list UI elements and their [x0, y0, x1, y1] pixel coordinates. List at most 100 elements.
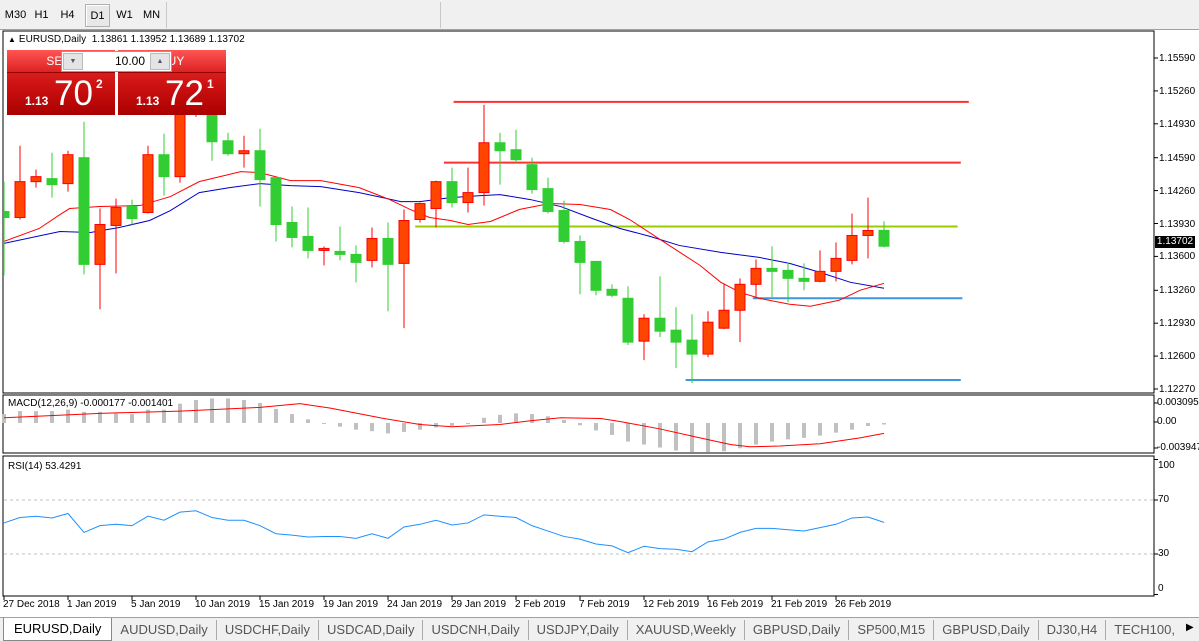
macd-label: MACD(12,26,9) -0.000177 -0.001401 [8, 398, 174, 409]
time-axis-label: 12 Feb 2019 [643, 599, 700, 610]
candle-body [670, 329, 682, 343]
tab-usdjpy-daily[interactable]: USDJPY,Daily [529, 619, 628, 640]
lot-size-value[interactable]: 10.00 [114, 54, 145, 68]
time-axis-label: 19 Jan 2019 [323, 599, 379, 610]
rsi-tick-label: 30 [1158, 548, 1170, 559]
candle-bearish [526, 157, 538, 194]
candle-body [606, 288, 618, 296]
macd-histogram-bar [802, 423, 806, 438]
tab-audusd-daily[interactable]: AUDUSD,Daily [112, 619, 217, 640]
timeframe-d1[interactable]: D1 [85, 4, 110, 27]
macd-histogram-bar [642, 423, 646, 445]
macd-histogram-bar [786, 423, 790, 440]
candle-body [846, 234, 858, 261]
candle-bullish [718, 283, 730, 330]
tab-dj30-h4[interactable]: DJ30,H4 [1039, 619, 1107, 640]
macd-histogram-bar [594, 423, 598, 431]
macd-histogram-bar [530, 414, 534, 423]
tab-eurusd-daily[interactable]: EURUSD,Daily [3, 618, 113, 641]
macd-signal-line [3, 403, 885, 448]
candle-bullish [110, 198, 122, 274]
candle-bullish [638, 314, 650, 361]
chart-title: ▲ EURUSD,Daily 1.13861 1.13952 1.13689 1.… [8, 34, 245, 45]
candle-bearish [798, 263, 810, 291]
macd-histogram-bar [658, 423, 662, 448]
lot-decrease-icon[interactable]: ▼ [63, 53, 83, 70]
candle-bullish [430, 180, 442, 228]
candle-body [110, 207, 122, 226]
macd-histogram-bar [818, 423, 822, 436]
candle-bearish [446, 167, 458, 208]
candle-body [654, 317, 666, 332]
tab-gbpusd-daily[interactable]: GBPUSD,Daily [934, 619, 1039, 640]
candle-body [558, 210, 570, 242]
timeframe-m30[interactable]: M30 [4, 9, 27, 21]
timeframe-toolbar: M30 H1 H4 D1 W1 MN [0, 0, 1199, 30]
timeframe-h1[interactable]: H1 [34, 9, 49, 21]
macd-histogram-bar [690, 423, 694, 452]
symbol-title: EURUSD,Daily [18, 34, 87, 45]
timeframe-mn[interactable]: MN [142, 9, 161, 21]
macd-histogram-bar [770, 423, 774, 442]
lot-size-input[interactable]: ▼ 10.00 ▲ [61, 51, 172, 72]
macd-histogram-bar [706, 423, 710, 452]
macd-histogram-bar [2, 414, 6, 423]
candle-body [398, 220, 410, 264]
candle-body [254, 150, 266, 181]
candle-bearish [542, 177, 554, 214]
macd-histogram-bar [370, 423, 374, 432]
tab-sp500-m15[interactable]: SP500,M15 [849, 619, 935, 640]
buy-price-pips: 72 [165, 74, 204, 113]
macd-histogram-bar [418, 423, 422, 430]
macd-histogram-bar [146, 409, 150, 423]
macd-histogram-bar [34, 411, 38, 423]
sell-price-fraction: 2 [96, 77, 103, 91]
macd-histogram-bar [674, 423, 678, 451]
candle-body [366, 237, 378, 261]
candle-body [350, 253, 362, 263]
candle-bearish [574, 235, 586, 295]
candle-bearish [350, 245, 362, 283]
lot-increase-icon[interactable]: ▲ [150, 53, 170, 70]
timeframe-w1[interactable]: W1 [116, 9, 133, 21]
candle-body [750, 267, 762, 285]
candle-bearish [558, 200, 570, 244]
macd-histogram-bar [866, 423, 870, 426]
candle-body [142, 154, 154, 214]
macd-plot [2, 398, 886, 452]
macd-histogram-bar [114, 413, 118, 423]
toolbar-separator [440, 2, 441, 28]
time-axis-label: 24 Jan 2019 [387, 599, 443, 610]
tab-usdcad-daily[interactable]: USDCAD,Daily [319, 619, 424, 640]
tab-usdcnh-daily[interactable]: USDCNH,Daily [423, 619, 529, 640]
candle-body [94, 223, 106, 265]
candle-bearish [270, 177, 282, 242]
tab-tech100[interactable]: TECH100, [1106, 620, 1182, 640]
tab-scroll-right-icon[interactable]: ▶ [1186, 622, 1194, 633]
macd-histogram-bar [514, 413, 518, 423]
candle-bearish [286, 206, 298, 248]
candle-bullish [14, 145, 26, 220]
candle-bearish [254, 128, 266, 207]
tab-xauusd-weekly[interactable]: XAUUSD,Weekly [628, 619, 745, 640]
candle-bearish [510, 129, 522, 163]
macd-histogram-bar [882, 423, 886, 425]
candle-body [830, 257, 842, 272]
rsi-label: RSI(14) 53.4291 [8, 461, 82, 472]
time-axis-label: 29 Jan 2019 [451, 599, 507, 610]
candle-body [814, 270, 826, 282]
macd-histogram-bar [50, 411, 54, 423]
collapse-triangle-icon[interactable]: ▲ [8, 35, 16, 44]
macd-histogram-bar [578, 423, 582, 426]
macd-histogram-bar [194, 399, 198, 423]
candle-body [462, 192, 474, 204]
candle-body [590, 260, 602, 291]
sell-price-pips: 70 [54, 74, 93, 113]
timeframe-h4[interactable]: H4 [60, 9, 75, 21]
macd-histogram-bar [626, 423, 630, 442]
tab-usdchf-daily[interactable]: USDCHF,Daily [217, 619, 320, 640]
tab-gbpusd-daily[interactable]: GBPUSD,Daily [745, 619, 850, 640]
main-chart-frame [2, 30, 1155, 394]
price-tick-label: 1.14260 [1159, 185, 1196, 197]
